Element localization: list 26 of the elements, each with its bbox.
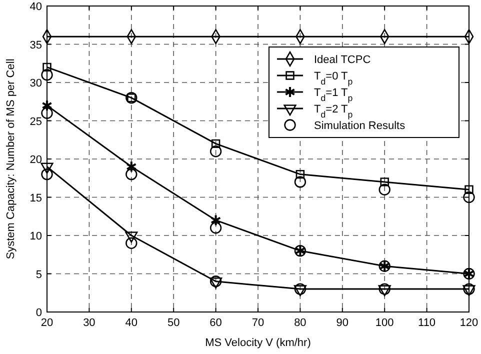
y-tick-label: 0: [36, 307, 42, 319]
x-tick-label: 110: [418, 317, 436, 329]
legend-label: Simulation Results: [314, 120, 406, 132]
legend-label: T$_{d}$=0 T$_{p}$: [314, 70, 353, 86]
y-tick-label: 5: [36, 268, 42, 281]
x-tick-label: 100: [375, 317, 394, 329]
y-tick-label: 35: [30, 39, 42, 52]
legend-label: Ideal TCPC: [314, 54, 371, 66]
y-tick-label: 40: [30, 1, 42, 13]
y-tick-label: 25: [30, 116, 42, 128]
y-tick-label: 15: [30, 192, 42, 204]
x-tick-label: 60: [210, 317, 222, 329]
legend-label: T$_{d}$=1 T$_{p}$: [314, 87, 353, 103]
x-tick-label: 90: [336, 317, 349, 329]
x-tick-label: 50: [167, 317, 180, 329]
y-tick-label: 30: [30, 78, 42, 90]
x-axis-title: MS Velocity V (km/hr): [205, 337, 311, 349]
legend-label: T$_{d}$=2 T$_{p}$: [314, 104, 353, 120]
x-tick-label: 30: [83, 317, 96, 329]
y-axis-title: System Capacity: Number of MS per Cell: [5, 58, 17, 260]
x-tick-label: 70: [252, 317, 264, 329]
x-tick-label: 40: [125, 317, 138, 329]
y-tick-label: 10: [30, 230, 42, 242]
x-tick-label: 120: [460, 317, 478, 329]
x-tick-label: 80: [294, 317, 306, 329]
y-tick-label: 20: [30, 154, 42, 166]
